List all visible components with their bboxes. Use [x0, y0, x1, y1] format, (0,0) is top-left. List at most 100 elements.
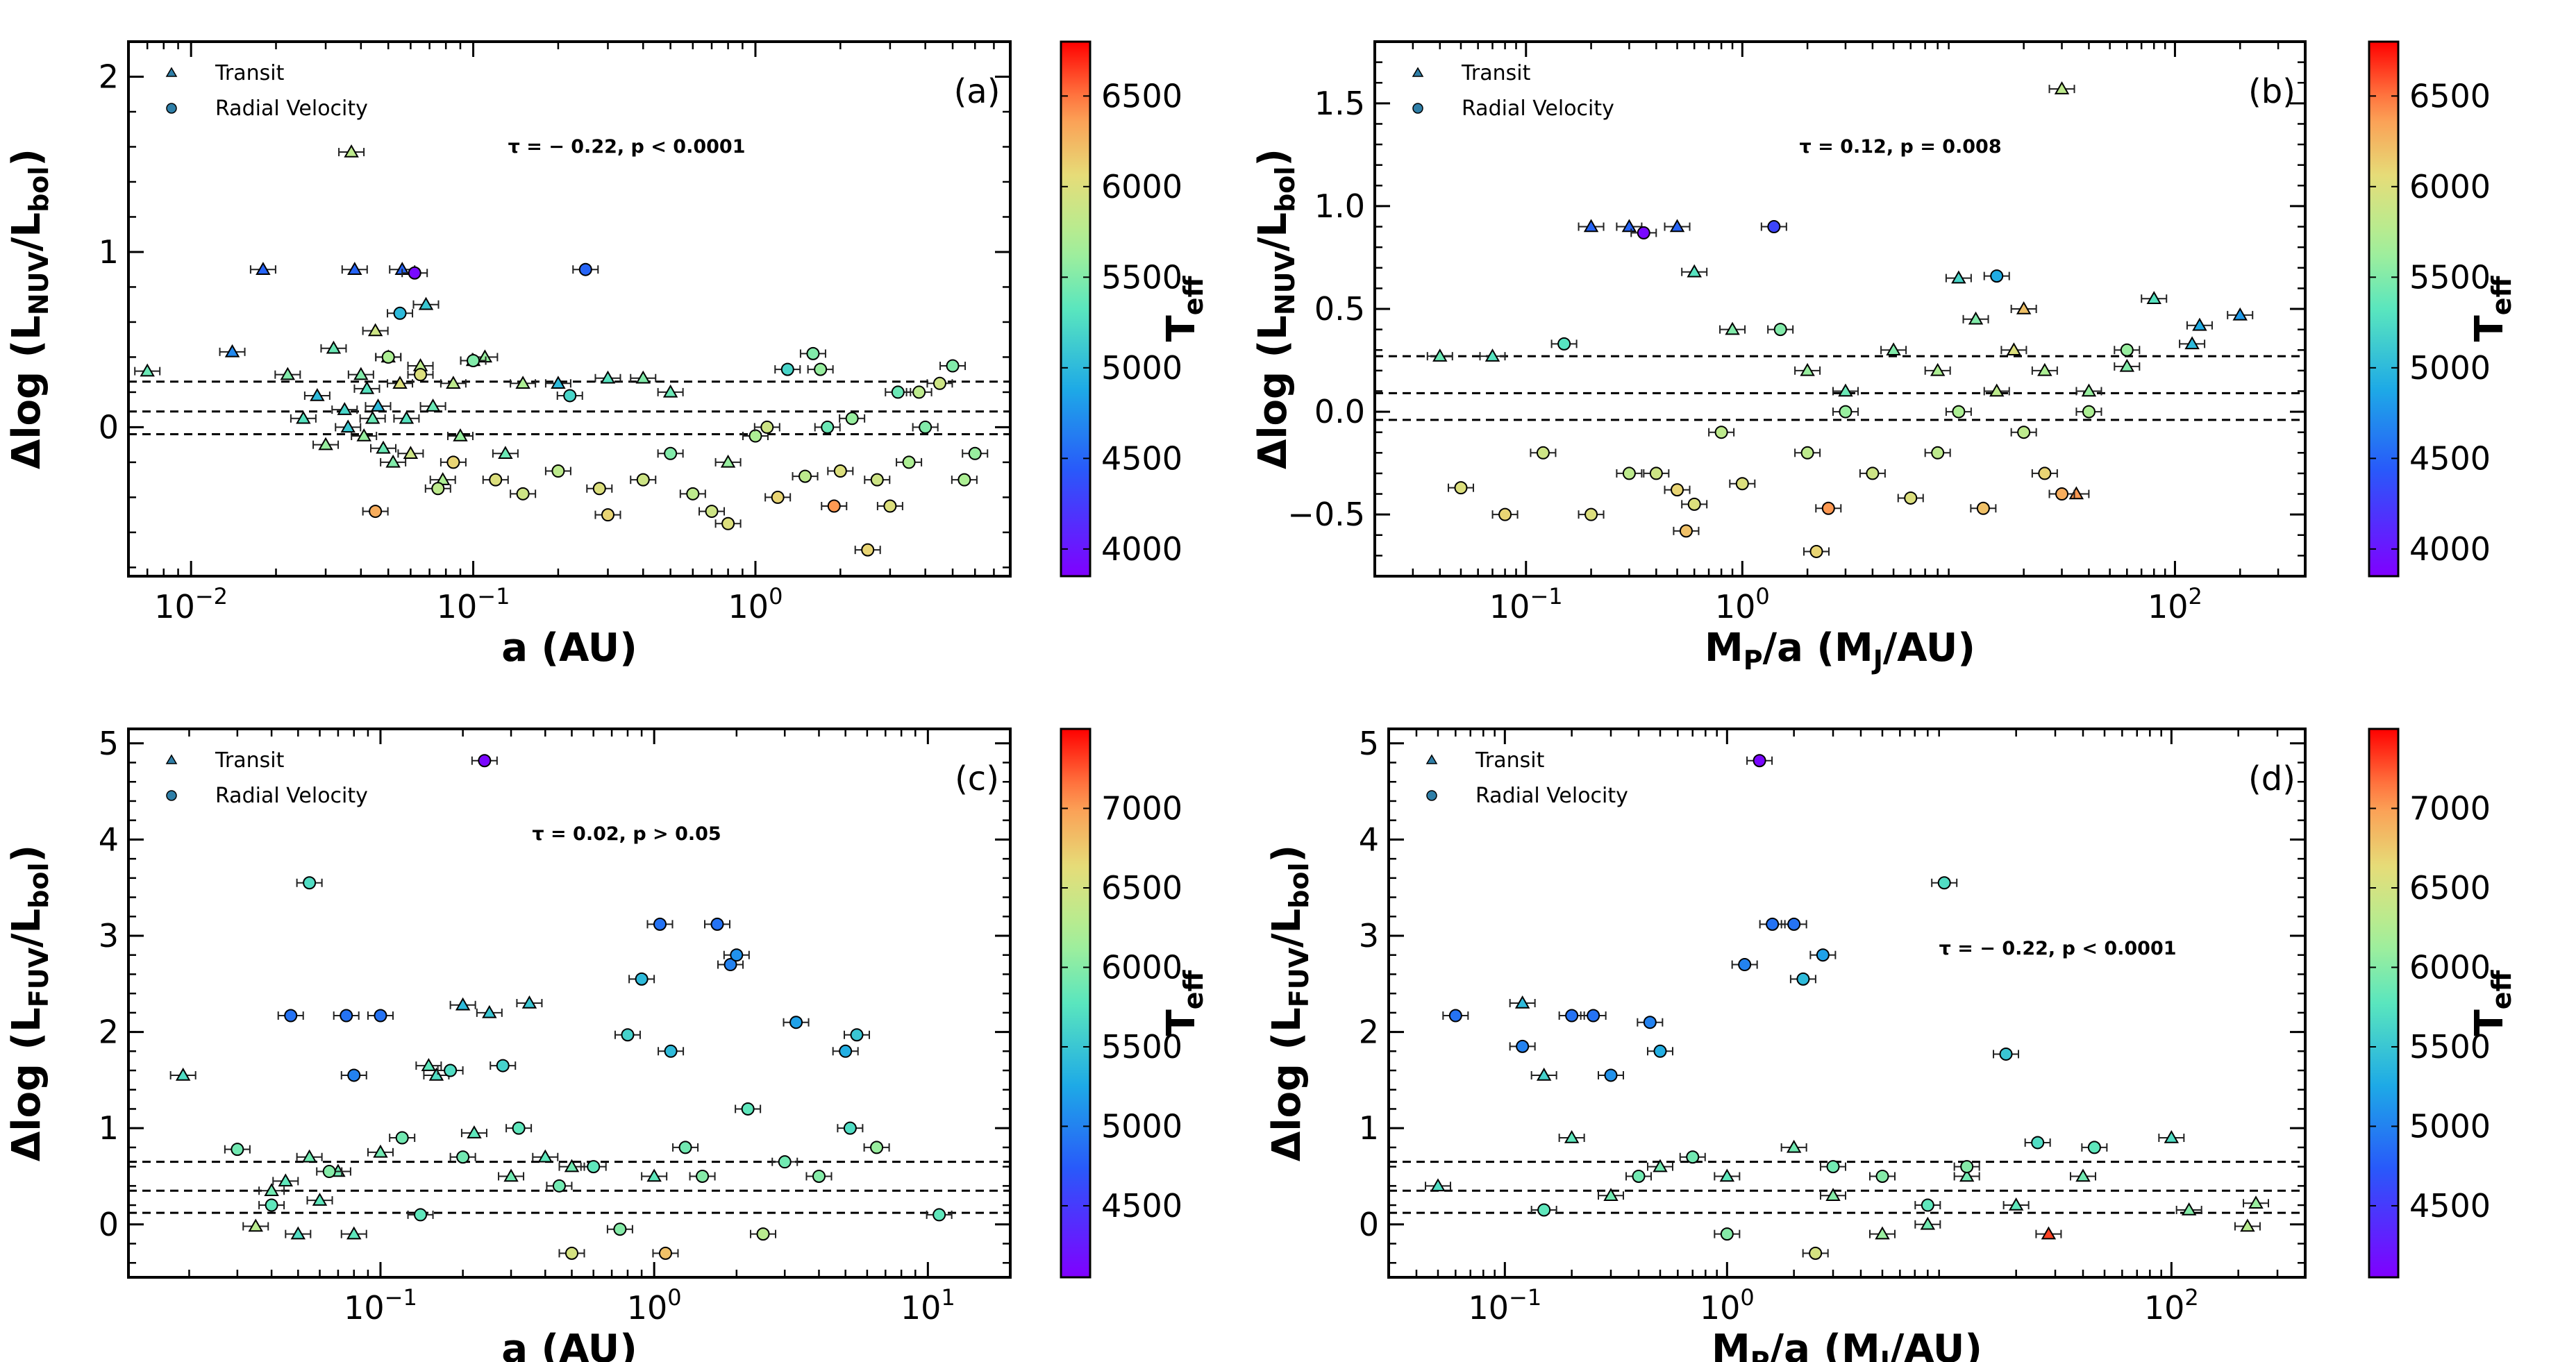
- rv-point: [2017, 426, 2031, 439]
- transit-point: [600, 370, 616, 384]
- text-part: /a (M: [1763, 625, 1873, 671]
- rv-point: [1875, 1169, 1889, 1183]
- transit-point: [1719, 1168, 1735, 1182]
- colorbar-tick-label: 5500: [2409, 258, 2491, 296]
- transit-point: [1536, 1067, 1552, 1081]
- rv-point: [833, 464, 847, 478]
- text-part: ): [1264, 845, 1310, 863]
- transit-point: [1920, 1216, 1936, 1230]
- rv-point: [789, 1016, 803, 1029]
- transit-point: [367, 323, 383, 337]
- rv-point: [1687, 497, 1701, 511]
- text-part: T: [1159, 1009, 1204, 1036]
- rv-point: [496, 1059, 510, 1073]
- text-part: T: [2467, 1009, 2512, 1036]
- rv-point: [845, 412, 859, 426]
- y-axis-title: Δlog (LNUV/Lbol): [1251, 149, 1300, 469]
- transit-point: [337, 402, 352, 415]
- x-tick-label: 10−2: [154, 583, 228, 625]
- tick-base: 10: [2144, 1289, 2185, 1327]
- text-part: Δlog (L: [1264, 1007, 1310, 1161]
- rv-point: [771, 490, 785, 504]
- transit-point: [264, 1183, 279, 1197]
- rv-point: [551, 464, 565, 478]
- y-tick-label: 0: [99, 408, 119, 446]
- rv-point: [369, 505, 383, 519]
- rv-point: [284, 1009, 298, 1023]
- text-part: Δlog (L: [4, 1007, 49, 1161]
- rv-point: [778, 1155, 792, 1169]
- rv-point: [870, 473, 884, 487]
- transit-point: [1800, 362, 1815, 376]
- rv-point: [1632, 1169, 1646, 1183]
- rv-point: [414, 368, 428, 382]
- rv-point: [678, 1141, 692, 1154]
- text-part: P: [1750, 1346, 1770, 1362]
- y-axis-title: Δlog (LNUV/Lbol): [4, 149, 54, 469]
- rv-point: [843, 1121, 857, 1135]
- rv-point: [912, 385, 926, 399]
- rv-point: [2038, 466, 2052, 480]
- text-part: eff: [1178, 275, 1209, 315]
- text-part: J: [1871, 645, 1883, 675]
- transit-point: [346, 1226, 362, 1240]
- rv-point: [724, 958, 737, 972]
- transit-point: [467, 1125, 482, 1138]
- rv-point: [696, 1169, 710, 1183]
- rv-point: [814, 362, 828, 376]
- text-part: bol: [1270, 167, 1300, 212]
- transit-point: [1959, 1168, 1975, 1182]
- colorbar-tick-label: 4500: [2409, 439, 2491, 477]
- data-points: [1426, 81, 2254, 558]
- rv-point: [1839, 405, 1852, 419]
- rv-point: [1990, 269, 2004, 283]
- rv-point: [1738, 958, 1752, 972]
- x-tick-label: 100: [1715, 583, 1770, 625]
- transit-point: [1875, 1226, 1890, 1240]
- rv-point: [636, 473, 650, 487]
- transit-point: [455, 997, 471, 1011]
- x-axis-title: a (AU): [501, 625, 637, 671]
- legend-label: Radial Velocity: [1475, 784, 1628, 808]
- rv-point: [563, 389, 577, 403]
- colorbar-tick-label: 5500: [1101, 258, 1182, 296]
- rv-point: [2120, 343, 2134, 357]
- transit-point: [2146, 291, 2161, 304]
- colorbar: 4500 5000 5500 6000 6500 7000 Teff: [1060, 728, 1209, 1279]
- plot-frame: [1387, 728, 2307, 1279]
- y-tick-label: 3: [99, 917, 119, 955]
- rv-point: [850, 1028, 864, 1042]
- text-part: eff: [2486, 969, 2517, 1009]
- y-tick-label: 1: [1359, 1109, 1379, 1147]
- legend-transit-marker: [165, 754, 178, 764]
- transit-point: [1951, 270, 1966, 284]
- y-tick-label: −0.5: [1287, 496, 1365, 533]
- x-axis-title: MP/a (MJ/AU): [1705, 625, 1975, 675]
- rv-point: [446, 455, 460, 469]
- y-tick-label: 1: [99, 233, 119, 271]
- rv-point: [1821, 501, 1835, 515]
- transit-point: [418, 296, 434, 310]
- rv-point: [1773, 323, 1787, 337]
- rv-point: [1653, 1044, 1667, 1058]
- tick-base: 10: [437, 588, 478, 625]
- x-tick-label: 100: [1700, 1284, 1755, 1327]
- rv-point: [601, 508, 614, 522]
- colorbar-tick-label: 4500: [1101, 439, 1182, 477]
- rv-point: [1753, 754, 1766, 768]
- transit-point: [515, 376, 530, 389]
- transit-point: [662, 384, 678, 398]
- text-part: eff: [1178, 969, 1209, 1009]
- transit-point: [2037, 362, 2052, 376]
- rv-point: [578, 262, 592, 276]
- transit-point: [646, 1168, 662, 1182]
- transit-point: [1669, 219, 1685, 233]
- colorbar-tick-label: 5500: [1101, 1028, 1182, 1066]
- x-tick-label: 10−1: [1489, 583, 1563, 625]
- transit-point: [290, 1226, 306, 1240]
- legend-label: Transit: [1461, 61, 1531, 85]
- text-part: NUV: [24, 251, 54, 315]
- legend-transit-marker: [1425, 754, 1438, 764]
- transit-point: [310, 387, 325, 401]
